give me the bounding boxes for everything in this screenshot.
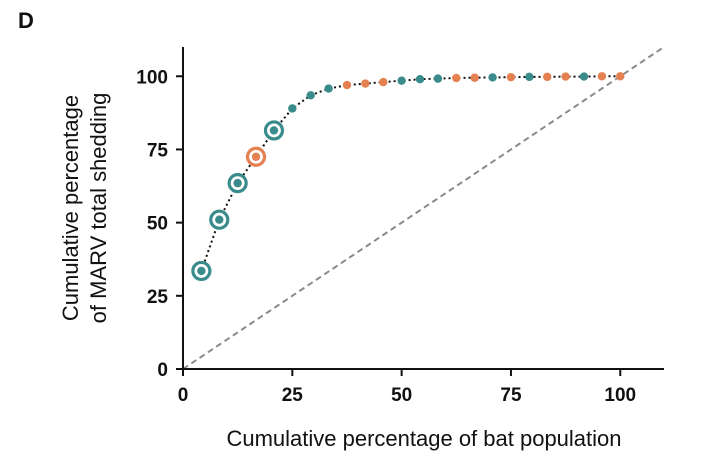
identity-reference-line [182,46,665,370]
data-point [488,73,497,82]
data-point [361,79,370,88]
axis-ticks: 0 25 50 75 100 0 25 50 75 100 [136,67,636,406]
x-tick-label: 75 [500,385,522,406]
data-point [379,77,388,87]
data-point [269,126,279,135]
data-point [397,76,406,85]
data-point [233,178,242,188]
data-point [506,72,516,82]
y-axis-title-line-2: of MARV total shedding [86,93,111,324]
data-point [306,91,315,100]
data-point [288,104,297,113]
y-tick-label: 100 [136,67,168,88]
x-tick-label: 50 [391,385,412,406]
y-tick-label: 25 [147,287,169,308]
data-point [251,152,261,161]
cumulative-shedding-line [200,75,621,272]
data-point [616,72,625,81]
x-axis-title: Cumulative percentage of bat population [226,426,621,451]
data-point [470,73,479,82]
y-axis-title: Cumulative percentage of MARV total shed… [58,93,111,324]
data-point [433,74,443,83]
x-tick-label: 0 [178,385,189,406]
y-axis-title-line-1: Cumulative percentage [58,95,83,321]
data-point [324,84,333,93]
y-tick-label: 50 [147,214,168,235]
data-point [543,72,552,82]
data-point [342,80,352,90]
data-point [197,266,206,276]
data-point [597,72,607,81]
x-tick-label: 25 [282,385,304,406]
data-point [452,73,461,83]
data-points [191,72,625,282]
data-point [579,72,589,81]
data-point [215,215,224,224]
x-tick-label: 100 [604,385,636,406]
y-tick-label: 0 [157,360,168,381]
data-point [561,72,570,81]
data-point [415,75,425,84]
panel-label: D [18,8,34,33]
y-tick-label: 75 [147,140,169,161]
data-point [525,72,534,82]
